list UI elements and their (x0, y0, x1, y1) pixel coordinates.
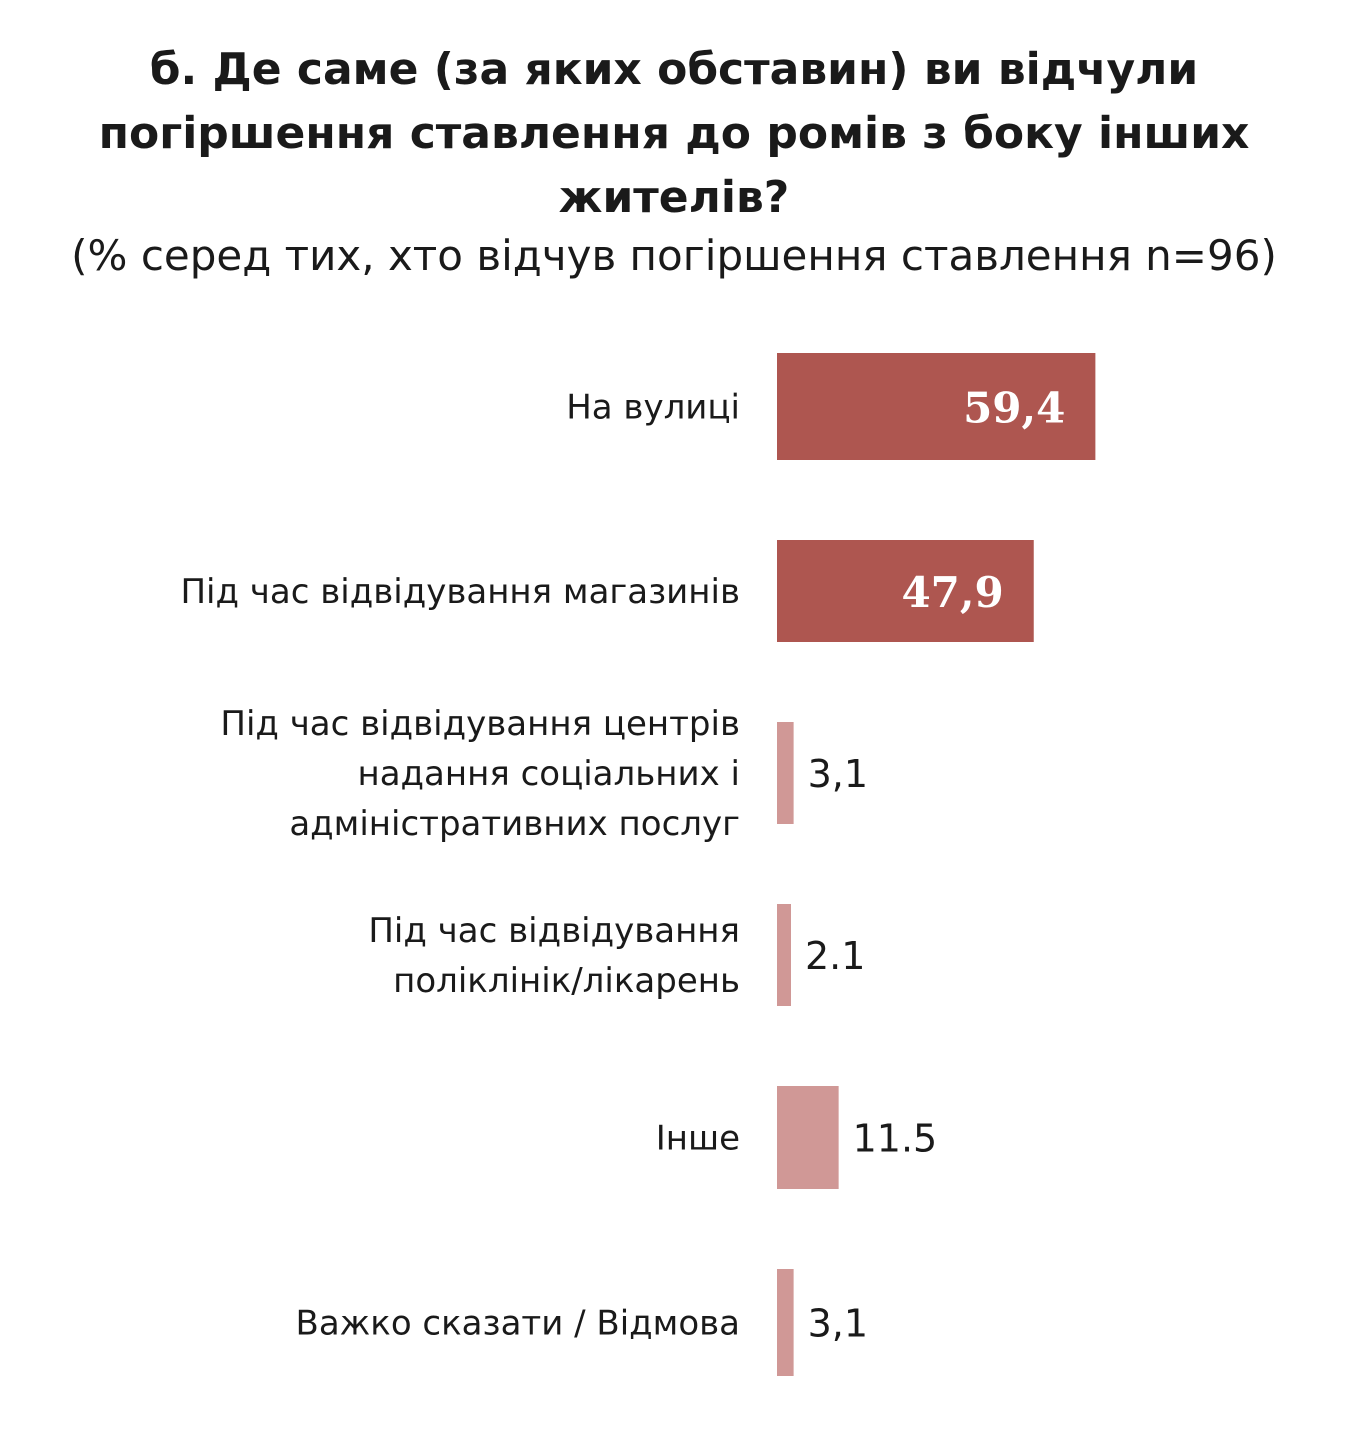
data-label: 47,9 (901, 568, 1003, 617)
data-label: 3,1 (808, 1302, 868, 1346)
bar (777, 904, 791, 1006)
bar (777, 1269, 794, 1376)
bar (777, 1086, 839, 1189)
data-label: 59,4 (963, 384, 1065, 433)
category-label: надання соціальних і (357, 754, 740, 794)
category-label: адміністративних послуг (289, 804, 740, 844)
category-label: Під час відвідування магазинів (180, 572, 740, 612)
category-label: Інше (656, 1119, 740, 1159)
chart-title: б. Де саме (за яких обставин) ви відчули… (0, 38, 1348, 230)
category-label: поліклінік/лікарень (393, 961, 740, 1001)
bar (777, 540, 1034, 642)
category-label: Під час відвідування центрів (220, 704, 740, 744)
bar (777, 722, 794, 824)
category-label: На вулиці (566, 388, 740, 428)
category-label: Під час відвідування (368, 911, 740, 951)
chart-title-line: б. Де саме (за яких обставин) ви відчули (149, 44, 1199, 95)
chart-title-line: жителів? (558, 172, 790, 223)
category-label: Важко сказати / Відмова (296, 1304, 741, 1344)
data-label: 2.1 (805, 934, 865, 978)
data-label: 3,1 (808, 752, 868, 796)
chart-subtitle: (% серед тих, хто відчув погіршення став… (71, 231, 1277, 280)
bar (777, 353, 1096, 460)
chart-title-line: погіршення ставлення до ромів з боку інш… (98, 108, 1250, 159)
data-label: 11.5 (853, 1117, 938, 1161)
